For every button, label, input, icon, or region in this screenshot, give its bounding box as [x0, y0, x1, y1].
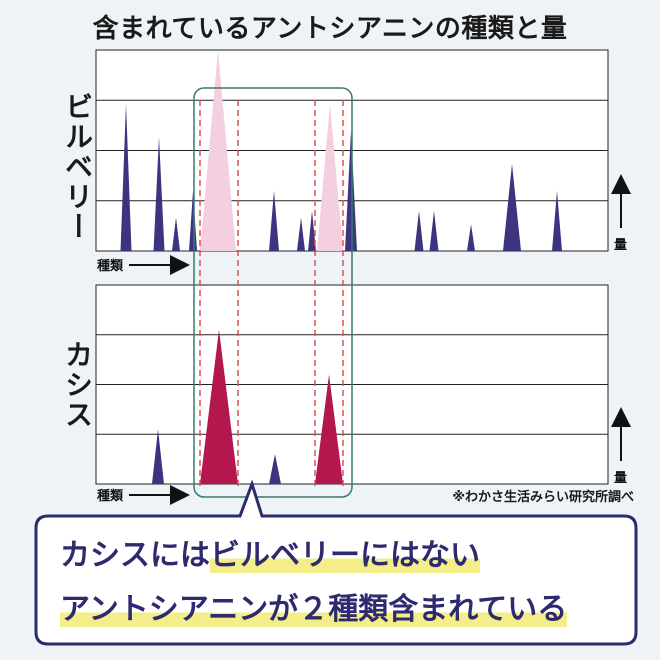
peak: [297, 217, 305, 251]
highlight-box: [193, 87, 353, 498]
peak: [552, 190, 562, 251]
cassis-y-label: 量: [614, 471, 627, 486]
page-title: 含まれているアントシアニンの種類と量: [92, 14, 568, 44]
peak: [269, 190, 279, 251]
bilberry-peaks: [120, 50, 562, 251]
cassis-label: カシス: [61, 340, 94, 430]
peak: [200, 329, 238, 484]
callout-line-2-text: アントシアニンが２種類含まれている: [60, 592, 568, 627]
peak: [269, 454, 281, 484]
peak: [152, 429, 164, 484]
peak: [345, 130, 357, 251]
callout-line-2: アントシアニンが２種類含まれている: [60, 584, 568, 628]
peak: [414, 210, 424, 251]
peak: [467, 224, 475, 251]
source-note: ※わかさ生活みらい研究所調べ: [452, 490, 634, 505]
peak: [503, 163, 521, 251]
bilberry-chart: 種類 量: [95, 49, 631, 275]
callout-line-1b: ビルベリーにはない: [210, 538, 480, 573]
peak: [429, 210, 439, 251]
peak: [317, 103, 343, 251]
peak: [308, 210, 316, 251]
peak: [120, 103, 132, 251]
peak: [172, 217, 180, 251]
peak: [153, 137, 165, 251]
highlight-dashed-lines: [199, 100, 344, 486]
cassis-x-label: 種類: [97, 488, 124, 504]
bilberry-y-label: 量: [614, 238, 627, 253]
cassis-chart: 種類 量: [95, 284, 631, 505]
bilberry-label: ビルベリー: [61, 92, 94, 242]
peak: [315, 374, 343, 484]
cassis-peaks: [152, 329, 343, 484]
bilberry-x-label: 種類: [97, 258, 124, 274]
peak: [189, 190, 197, 251]
callout-line-1: カシスにはビルベリーにはない: [60, 530, 480, 574]
callout-line-1a: カシスには: [60, 538, 210, 573]
peak: [200, 50, 236, 251]
